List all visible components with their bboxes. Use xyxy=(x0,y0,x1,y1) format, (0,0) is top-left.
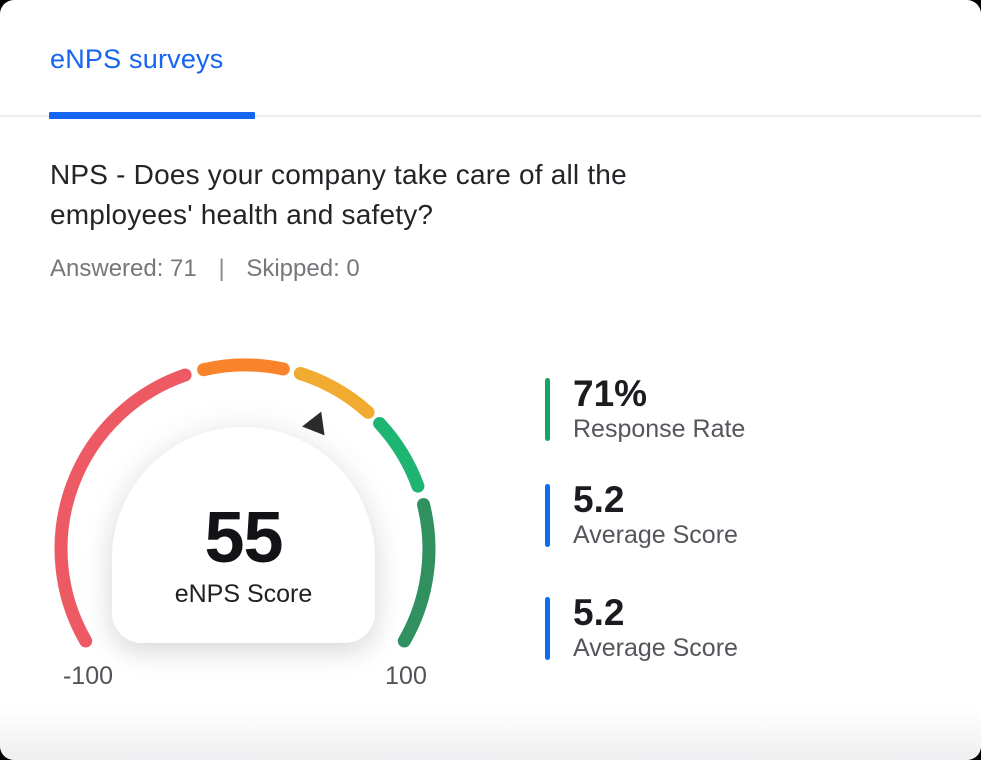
gauge-segment-orange xyxy=(197,358,290,377)
enps-gauge-chart: 55 eNPS Score -100 100 xyxy=(38,338,458,698)
stat-response-rate: 71% Response Rate xyxy=(545,373,746,443)
response-rate-label: Response Rate xyxy=(573,415,746,443)
response-rate-bar xyxy=(545,378,550,441)
response-rate-value: 71% xyxy=(573,373,648,414)
average-score-value: 5.2 xyxy=(573,592,625,633)
average-score-value: 5.2 xyxy=(573,479,625,520)
stat-average-score-1: 5.2 Average Score xyxy=(545,479,738,549)
average-score-bar xyxy=(545,484,550,547)
response-meta: Answered: 71 | Skipped: 0 xyxy=(50,252,360,286)
gauge-center-disk: 55 eNPS Score xyxy=(112,427,375,643)
average-score-bar xyxy=(545,597,550,660)
stat-text: 71% Response Rate xyxy=(573,373,746,443)
enps-score-label: eNPS Score xyxy=(174,580,313,608)
gauge-min-label: -100 xyxy=(62,662,114,690)
card-bottom-fade xyxy=(0,708,981,760)
active-tab-underline xyxy=(49,112,255,119)
gauge-segment-green xyxy=(373,417,425,493)
gauge-segment-red xyxy=(54,368,192,648)
answered-count: Answered: 71 xyxy=(50,255,197,282)
enps-score-value: 55 xyxy=(204,498,283,578)
stat-text: 5.2 Average Score xyxy=(573,479,738,549)
meta-separator: | xyxy=(218,255,225,282)
stat-average-score-2: 5.2 Average Score xyxy=(545,592,738,662)
stats-column: 71% Response Rate 5.2 Average Score 5.2 … xyxy=(545,373,925,676)
tab-bar: eNPS surveys xyxy=(0,0,981,119)
skipped-count: Skipped: 0 xyxy=(246,255,360,282)
question-title: NPS - Does your company take care of all… xyxy=(50,159,627,230)
average-score-label: Average Score xyxy=(573,521,738,549)
stat-text: 5.2 Average Score xyxy=(573,592,738,662)
gauge-segment-amber xyxy=(293,367,375,419)
tab-enps-surveys[interactable]: eNPS surveys xyxy=(50,44,224,74)
gauge-needle-icon xyxy=(300,411,325,439)
gauge-arcs xyxy=(54,358,436,648)
average-score-label: Average Score xyxy=(573,634,738,662)
gauge-segment-dark-green xyxy=(397,498,436,648)
gauge-max-label: 100 xyxy=(385,662,427,690)
